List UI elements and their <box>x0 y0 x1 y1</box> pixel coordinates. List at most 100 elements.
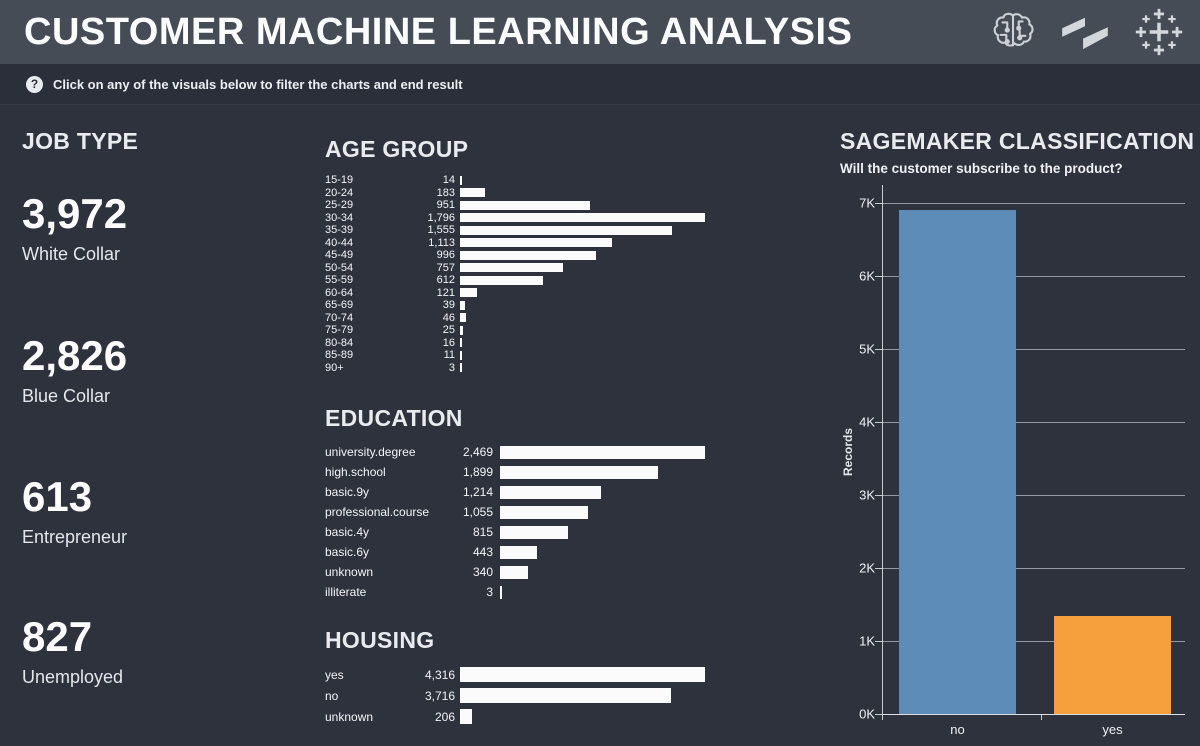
bar-track <box>460 312 705 325</box>
sagemaker-panel: SAGEMAKER CLASSIFICATION Will the custom… <box>840 128 1194 738</box>
age_group-row[interactable]: 15-19 14 <box>325 174 705 187</box>
age_group-row[interactable]: 85-89 11 <box>325 349 705 362</box>
kpi-label: White Collar <box>22 244 121 265</box>
bar-track <box>460 685 705 706</box>
bar[interactable] <box>500 485 601 499</box>
education-row[interactable]: professional.course 1,055 <box>325 502 705 522</box>
sagemaker-logo-icon <box>1060 13 1110 51</box>
kpi-unemployed[interactable]: 827 Unemployed <box>22 613 124 688</box>
gridline <box>882 349 1185 351</box>
age-group-title: AGE GROUP <box>325 136 469 162</box>
bar-track <box>460 274 705 287</box>
bar[interactable] <box>460 288 477 298</box>
header-icons <box>990 7 1200 57</box>
bar[interactable] <box>460 175 462 185</box>
education-row[interactable]: illiterate 3 <box>325 582 705 602</box>
bar[interactable] <box>460 363 462 373</box>
bar[interactable] <box>460 338 463 348</box>
age_group-row[interactable]: 50-54 757 <box>325 262 705 275</box>
bar[interactable] <box>460 200 590 210</box>
value-label: 3 <box>448 361 455 374</box>
bar[interactable] <box>460 188 485 198</box>
education-row[interactable]: basic.9y 1,214 <box>325 482 705 502</box>
housing-row[interactable]: no 3,716 <box>325 685 705 706</box>
age_group-row[interactable]: 80-84 16 <box>325 337 705 350</box>
age_group-row[interactable]: 20-24 183 <box>325 187 705 200</box>
age_group-row[interactable]: 40-44 1,113 <box>325 237 705 250</box>
bar[interactable] <box>500 505 588 519</box>
bar[interactable] <box>500 445 705 459</box>
age_group-row[interactable]: 25-29 951 <box>325 199 705 212</box>
education-row[interactable]: high.school 1,899 <box>325 462 705 482</box>
bar[interactable] <box>500 585 502 599</box>
age_group-row[interactable]: 90+ 3 <box>325 362 705 375</box>
bar-no[interactable] <box>899 210 1016 714</box>
age_group-row[interactable]: 45-49 996 <box>325 249 705 262</box>
bar[interactable] <box>460 313 467 323</box>
category-label: 45-49 <box>325 249 354 262</box>
value-label: 3 <box>486 585 493 599</box>
y-tick-label: 0K <box>859 706 875 722</box>
tableau-logo-icon <box>1134 7 1184 57</box>
bar[interactable] <box>460 263 564 273</box>
bar[interactable] <box>460 225 673 235</box>
category-label: high.school <box>325 465 386 479</box>
bar[interactable] <box>460 688 671 703</box>
age_group-row[interactable]: 30-34 1,796 <box>325 212 705 225</box>
housing-row[interactable]: yes 4,316 <box>325 664 705 685</box>
bar-track <box>460 199 705 212</box>
bar[interactable] <box>460 238 612 248</box>
bar-track <box>500 502 705 522</box>
bar-yes[interactable] <box>1054 616 1171 714</box>
bar[interactable] <box>460 709 472 724</box>
y-tick-mark <box>875 276 882 278</box>
kpi-label: Unemployed <box>22 667 124 688</box>
demographics-panel: AGE GROUP 15-19 14 20-24 183 25-29 951 30-34 1,… <box>325 136 705 736</box>
bar[interactable] <box>460 213 705 223</box>
education-row[interactable]: university.degree 2,469 <box>325 442 705 462</box>
kpi-value: 827 <box>22 613 93 660</box>
value-label: 25 <box>442 324 455 337</box>
housing-chart: yes 4,316 no 3,716 unknown 206 <box>325 664 705 727</box>
bar-track <box>500 542 705 562</box>
category-label: 15-19 <box>325 174 354 187</box>
kpi-entrepreneur[interactable]: 613 Entrepreneur <box>22 474 127 548</box>
age-group-chart: 15-19 14 20-24 183 25-29 951 30-34 1,796 35-39 1,… <box>325 174 705 374</box>
housing-row[interactable]: unknown 206 <box>325 706 705 727</box>
education-row[interactable]: basic.4y 815 <box>325 522 705 542</box>
bar-track <box>460 262 705 275</box>
kpi-white-collar[interactable]: 3,972 White Collar <box>22 191 127 265</box>
age_group-row[interactable]: 75-79 25 <box>325 324 705 337</box>
age_group-row[interactable]: 55-59 612 <box>325 274 705 287</box>
bar[interactable] <box>460 300 466 310</box>
age_group-row[interactable]: 35-39 1,555 <box>325 224 705 237</box>
value-label: 121 <box>436 286 455 299</box>
category-label: 90+ <box>325 361 344 374</box>
bar[interactable] <box>500 565 529 579</box>
bar[interactable] <box>460 325 464 335</box>
bar[interactable] <box>500 465 658 479</box>
category-label: 70-74 <box>325 311 354 324</box>
category-label: 20-24 <box>325 186 354 199</box>
age_group-row[interactable]: 65-69 39 <box>325 299 705 312</box>
y-tick-mark <box>875 422 882 424</box>
value-label: 39 <box>442 299 455 312</box>
bar[interactable] <box>500 545 537 559</box>
bar[interactable] <box>460 350 462 360</box>
bar[interactable] <box>460 667 705 682</box>
education-row[interactable]: basic.6y 443 <box>325 542 705 562</box>
x-axis-line <box>882 714 1185 715</box>
value-label: 1,113 <box>428 236 455 249</box>
bar[interactable] <box>500 525 568 539</box>
education-row[interactable]: unknown 340 <box>325 562 705 582</box>
kpi-blue-collar[interactable]: 2,826 Blue Collar <box>22 333 127 407</box>
bar[interactable] <box>460 250 596 260</box>
bar-track <box>460 706 705 727</box>
y-axis-title: Records <box>841 427 855 477</box>
age_group-row[interactable]: 60-64 121 <box>325 287 705 300</box>
bar[interactable] <box>460 275 544 285</box>
age_group-row[interactable]: 70-74 46 <box>325 312 705 325</box>
bar-track <box>460 349 705 362</box>
category-label: basic.4y <box>325 525 370 539</box>
category-label: 30-34 <box>325 211 354 224</box>
